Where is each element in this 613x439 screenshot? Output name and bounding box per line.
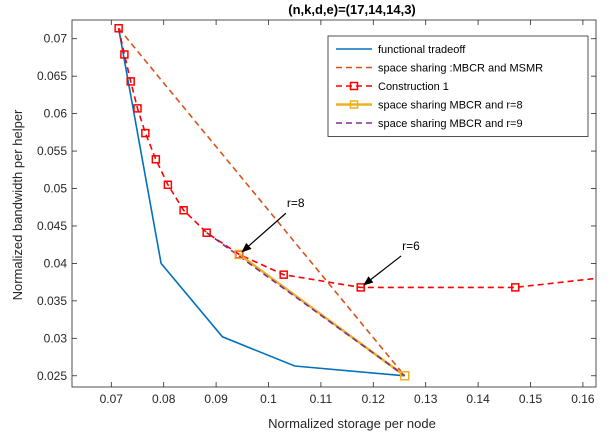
series-3-marker — [126, 77, 135, 86]
x-tick-label: 0.08 — [152, 392, 176, 406]
legend-entry: functional tradeoff — [378, 44, 466, 56]
x-tick-label: 0.07 — [100, 392, 124, 406]
series-group — [114, 23, 596, 381]
y-tick-label: 0.055 — [37, 144, 67, 158]
series-3-marker — [133, 104, 142, 113]
y-tick-label: 0.05 — [44, 182, 68, 196]
series-line-1 — [117, 28, 405, 377]
series-3-marker — [141, 128, 150, 138]
y-tick-label: 0.035 — [37, 294, 67, 308]
series-3-marker — [114, 23, 123, 33]
x-tick-label: 0.12 — [362, 392, 386, 406]
series-line-2 — [117, 27, 406, 377]
x-tick-label: 0.09 — [204, 392, 228, 406]
series-4-marker — [234, 249, 244, 260]
x-axis-label: Normalized storage per node — [268, 416, 436, 431]
annotation-arrow — [363, 255, 402, 286]
legend-swatch-marker — [349, 81, 359, 91]
series-3-marker — [163, 180, 173, 190]
series-3-marker — [511, 283, 520, 292]
legend-entry: Construction 1 — [378, 81, 449, 93]
chart-title: (n,k,d,e)=(17,14,14,3) — [288, 2, 416, 17]
annotation-label: r=6 — [402, 239, 420, 253]
x-tick-label: 0.14 — [466, 392, 490, 406]
series-3-marker — [151, 155, 161, 164]
x-tick-label: 0.1 — [260, 392, 277, 406]
y-tick-label: 0.07 — [44, 32, 68, 46]
series-line-5 — [206, 232, 406, 377]
series-3-marker — [120, 50, 129, 59]
x-tick-label: 0.16 — [571, 392, 595, 406]
legend-entry: space sharing :MBCR and MSMR — [378, 63, 543, 75]
y-axis-label: Normalized bandwidth per helper — [10, 109, 25, 300]
axis-ticks: 0.07 0.08 0.09 0.1 0.11 0.12 0.13 0.14 0.15 0.16 0… — [37, 19, 597, 406]
series-4-marker — [399, 371, 410, 381]
y-tick-label: 0.065 — [37, 69, 67, 83]
series-3-marker — [179, 205, 188, 215]
legend-entry: space sharing MBCR and r=8 — [378, 100, 523, 112]
annotation-arrow — [241, 212, 287, 253]
y-tick-label: 0.045 — [37, 219, 67, 233]
x-tick-label: 0.11 — [310, 392, 333, 406]
y-tick-label: 0.04 — [44, 256, 68, 270]
series-3-marker — [202, 228, 211, 237]
series-3-marker — [279, 270, 288, 279]
annotation-label: r=8 — [287, 196, 305, 210]
legend-entry: space sharing MBCR and r=9 — [378, 118, 523, 130]
x-tick-label: 0.13 — [414, 392, 438, 406]
annotations: r=8 r=6 — [241, 196, 420, 286]
x-tick-label: 0.15 — [519, 392, 543, 406]
axes-box — [71, 19, 597, 388]
series-3-marker — [356, 283, 365, 292]
y-tick-label: 0.06 — [44, 107, 68, 121]
y-tick-label: 0.025 — [37, 369, 67, 383]
y-tick-label: 0.03 — [44, 331, 68, 345]
legend: functional tradeoff space sharing :MBCR a… — [327, 35, 589, 137]
legend-swatch-marker — [349, 100, 359, 109]
